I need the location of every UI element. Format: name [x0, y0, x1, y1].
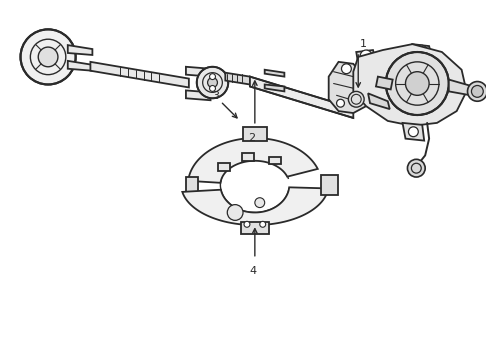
Circle shape: [210, 74, 216, 80]
Polygon shape: [269, 157, 281, 165]
Polygon shape: [250, 77, 353, 118]
Polygon shape: [320, 175, 338, 195]
Circle shape: [337, 99, 344, 107]
Circle shape: [386, 52, 449, 115]
Polygon shape: [241, 222, 269, 234]
Circle shape: [210, 85, 216, 91]
Circle shape: [467, 82, 487, 101]
Text: 4: 4: [249, 266, 256, 276]
Polygon shape: [225, 73, 250, 85]
Polygon shape: [265, 70, 284, 77]
Polygon shape: [329, 62, 368, 113]
Circle shape: [260, 221, 266, 227]
Polygon shape: [242, 153, 254, 161]
Text: 1: 1: [360, 39, 367, 49]
Circle shape: [342, 64, 351, 74]
Polygon shape: [353, 44, 466, 126]
Polygon shape: [186, 67, 211, 77]
Circle shape: [348, 91, 364, 107]
Circle shape: [471, 85, 483, 97]
Polygon shape: [186, 177, 198, 193]
Polygon shape: [265, 85, 284, 91]
Polygon shape: [68, 45, 93, 55]
Circle shape: [197, 67, 228, 98]
Circle shape: [227, 204, 243, 220]
Polygon shape: [218, 163, 230, 171]
Polygon shape: [413, 44, 432, 58]
Circle shape: [244, 221, 250, 227]
Polygon shape: [368, 93, 390, 109]
Circle shape: [208, 78, 218, 87]
Polygon shape: [449, 80, 476, 96]
Circle shape: [255, 198, 265, 208]
Circle shape: [408, 159, 425, 177]
Text: 2: 2: [248, 133, 255, 143]
Polygon shape: [376, 77, 392, 89]
Polygon shape: [91, 62, 189, 87]
Circle shape: [38, 47, 58, 67]
Polygon shape: [182, 187, 328, 225]
Polygon shape: [243, 127, 267, 141]
Circle shape: [416, 45, 427, 57]
Circle shape: [353, 91, 363, 101]
Text: 3: 3: [212, 91, 219, 101]
Polygon shape: [68, 61, 93, 71]
Circle shape: [21, 30, 75, 85]
Polygon shape: [356, 50, 376, 64]
Polygon shape: [186, 90, 211, 100]
Circle shape: [406, 72, 429, 95]
Circle shape: [409, 127, 418, 137]
Polygon shape: [402, 123, 424, 141]
Polygon shape: [188, 138, 318, 183]
Circle shape: [360, 50, 372, 62]
